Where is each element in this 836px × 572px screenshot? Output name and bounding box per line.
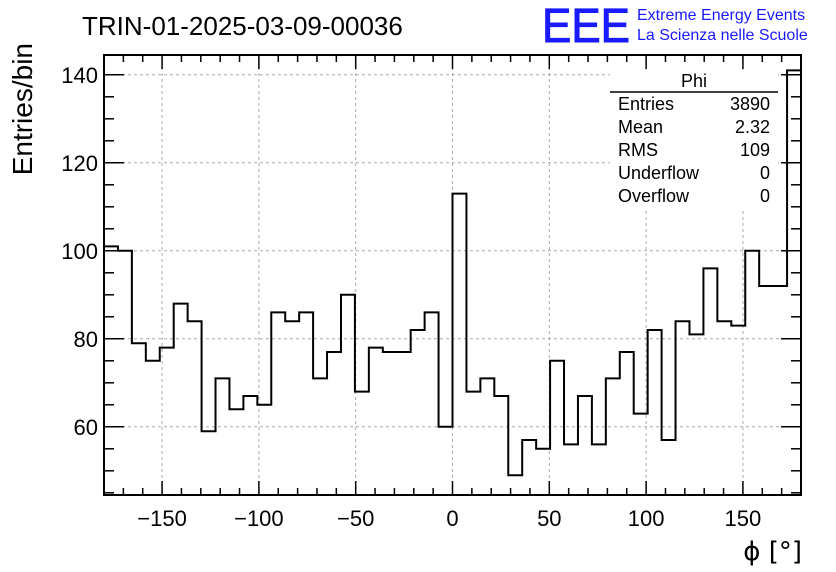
stats-row-value: 109 <box>740 140 770 160</box>
y-axis-label: Entries/bin <box>7 43 38 175</box>
x-tick-label: −150 <box>137 506 187 531</box>
stats-box-background <box>610 70 778 210</box>
stats-row-label: RMS <box>618 140 658 160</box>
x-axis-label: ϕ [°] <box>743 537 802 567</box>
x-tick-label: 50 <box>537 506 561 531</box>
stats-row-label: Overflow <box>618 186 690 206</box>
y-tick-label: 60 <box>74 415 98 440</box>
stats-row-value: 0 <box>760 186 770 206</box>
histogram-step-line <box>104 69 801 477</box>
x-tick-label: 150 <box>725 506 762 531</box>
stats-rows: Entries 3890 Mean 2.32 RMS 109 Underflow 0 Overf… <box>618 94 770 206</box>
x-tick-label: 0 <box>446 506 458 531</box>
x-tick-label: −100 <box>234 506 284 531</box>
stats-box: Phi Entries 3890 Mean 2.32 RMS 109 Underflow 0 O… <box>610 70 778 210</box>
axis-ticks <box>103 55 802 495</box>
eee-logo-line2: La Scienza nelle Scuole <box>637 27 808 44</box>
stats-row-label: Entries <box>618 94 674 114</box>
y-tick-label: 140 <box>61 63 98 88</box>
eee-logo-mark: EEE <box>542 0 630 53</box>
y-tick-label: 100 <box>61 239 98 264</box>
chart-title: TRIN-01-2025-03-09-00036 <box>82 11 403 41</box>
stats-row-value: 2.32 <box>735 117 770 137</box>
y-tick-label: 120 <box>61 151 98 176</box>
eee-logo: EEE Extreme Energy Events La Scienza nel… <box>542 0 808 54</box>
y-tick-label: 80 <box>74 327 98 352</box>
x-tick-label: −50 <box>337 506 374 531</box>
stats-row-value: 0 <box>760 163 770 183</box>
eee-logo-line1: Extreme Energy Events <box>637 7 805 24</box>
x-tick-labels: −150 −100 −50 0 50 100 150 <box>137 506 761 531</box>
stats-row-label: Underflow <box>618 163 700 183</box>
stats-row-value: 3890 <box>730 94 770 114</box>
stats-box-title: Phi <box>681 71 707 91</box>
x-tick-label: 100 <box>628 506 665 531</box>
y-tick-labels: 60 80 100 120 140 <box>61 63 98 440</box>
stats-row-label: Mean <box>618 117 663 137</box>
